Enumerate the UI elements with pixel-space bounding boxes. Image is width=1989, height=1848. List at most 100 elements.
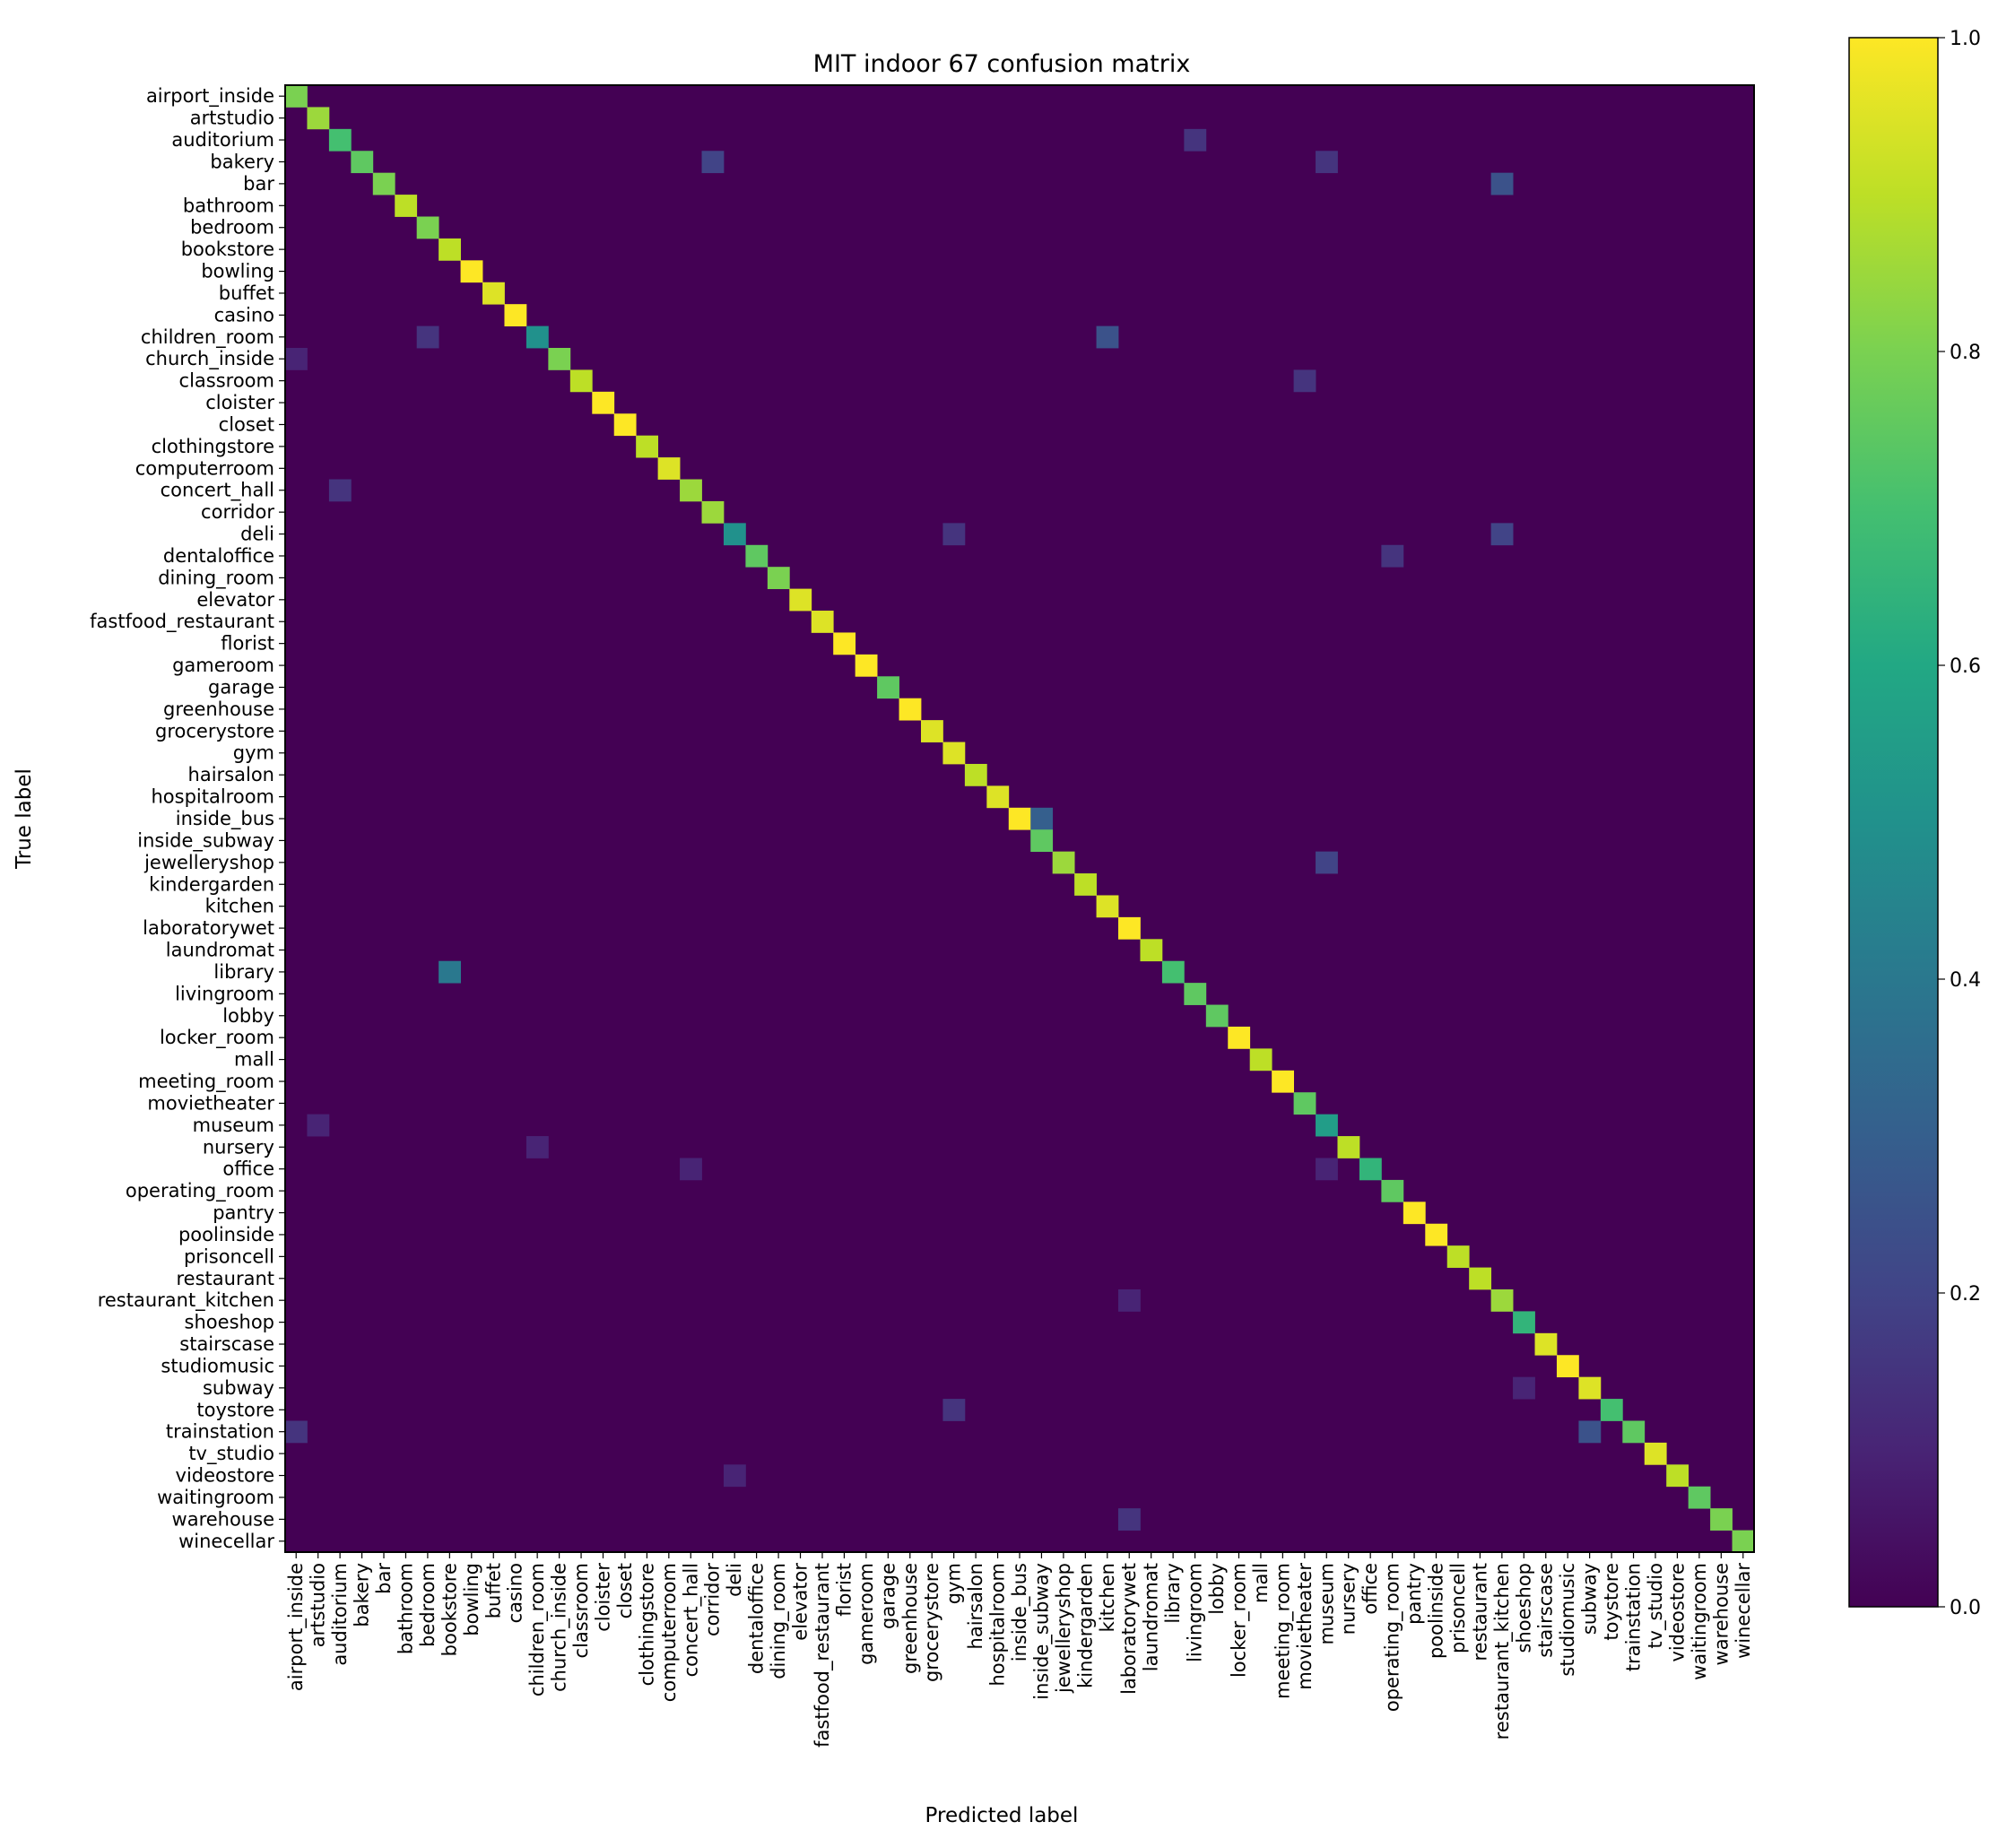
heatmap-cell (636, 435, 659, 458)
heatmap-cell (1184, 983, 1207, 1005)
x-tick-label: inside_bus (1009, 1563, 1031, 1661)
heatmap-cell (328, 128, 352, 152)
y-tick-label: toystore (196, 1399, 274, 1420)
y-tick-label: gym (233, 742, 274, 764)
x-tick-label: lobby (1206, 1563, 1228, 1615)
y-tick-label: movietheater (147, 1092, 274, 1114)
heatmap-cell (1513, 1376, 1535, 1400)
y-tick-label: florist (221, 633, 274, 655)
x-tick-label: artstudio (308, 1563, 329, 1647)
x-tick-label: restaurant_kitchen (1491, 1563, 1514, 1740)
colorbar-ticks: 0.0 0.2 0.4 0.6 0.8 1.0 (1938, 28, 1981, 1619)
x-tick-label: kindergarden (1074, 1563, 1096, 1688)
x-tick-label: garage (877, 1563, 899, 1629)
y-tick-label: artstudio (190, 108, 274, 129)
heatmap-cell (1446, 1245, 1470, 1268)
x-tick-label: casino (505, 1563, 526, 1623)
heatmap-cell (1644, 1442, 1667, 1465)
y-tick-label: lobby (222, 1005, 274, 1027)
heatmap-cell (1359, 1158, 1382, 1181)
x-tick-label: toystore (1601, 1563, 1622, 1641)
y-axis-label: True label (13, 768, 36, 870)
heatmap-cell (855, 654, 878, 677)
x-tick-label: videostore (1666, 1563, 1688, 1661)
x-tick-label: airport_inside (285, 1563, 308, 1691)
y-tick-label: corridor (201, 501, 274, 523)
x-tick-label: bedroom (417, 1563, 439, 1647)
x-tick-label: florist (833, 1563, 855, 1617)
y-tick-label: kindergarden (149, 873, 274, 895)
x-tick-label: classroom (570, 1563, 592, 1658)
y-tick-label: restaurant_kitchen (98, 1289, 274, 1312)
heatmap-cell (1008, 807, 1031, 830)
y-tick-label: hairsalon (188, 764, 274, 785)
heatmap-cell (1666, 1464, 1689, 1488)
y-tick-label: tv_studio (188, 1443, 274, 1465)
heatmap-cell (1578, 1420, 1602, 1444)
heatmap-cell (986, 785, 1010, 809)
heatmap-cell (504, 304, 527, 326)
x-tick-label: nursery (1338, 1563, 1359, 1635)
x-tick-label: children_room (526, 1563, 549, 1696)
x-tick-label: auditorium (329, 1563, 351, 1666)
heatmap-cell (680, 1158, 702, 1181)
heatmap-cell (942, 742, 966, 765)
y-tick-label: laboratorywet (143, 917, 274, 939)
x-tick-label: winecellar (1733, 1563, 1754, 1659)
heatmap-cell (1490, 1288, 1514, 1312)
x-tick-label: restaurant (1469, 1563, 1490, 1661)
x-tick-label: kitchen (1097, 1563, 1118, 1632)
y-tick-label: closet (219, 413, 274, 435)
x-tick-label: tv_studio (1645, 1563, 1667, 1649)
colorbar-tick-label: 0.4 (1950, 969, 1981, 992)
heatmap-cell (613, 413, 637, 437)
x-tick-label: closet (614, 1563, 636, 1618)
x-tick-label: jewelleryshop (1053, 1563, 1074, 1694)
y-tick-label: buffet (219, 282, 274, 304)
x-tick-label: computerroom (658, 1563, 680, 1702)
heatmap-cell (1469, 1267, 1492, 1290)
x-tick-label: corridor (702, 1563, 724, 1636)
x-tick-label: buffet (482, 1563, 504, 1618)
x-tick-label: library (1162, 1563, 1184, 1624)
y-tick-label: concert_hall (161, 480, 274, 502)
y-tick-label: greenhouse (163, 698, 274, 720)
y-tick-label: church_inside (145, 348, 274, 370)
y-tick-label: stairscase (179, 1333, 274, 1355)
heatmap-cell (1490, 523, 1514, 546)
x-tick-label: concert_hall (680, 1563, 702, 1677)
heatmap-cell (525, 1136, 549, 1158)
y-tick-label: meeting_room (138, 1071, 274, 1093)
heatmap-cell (439, 238, 461, 261)
heatmap-cell (680, 479, 702, 502)
y-tick-label: mall (234, 1049, 274, 1071)
y-tick-label: airport_inside (146, 85, 274, 108)
y-tick-label: subway (203, 1377, 274, 1399)
y-tick-label: trainstation (166, 1421, 274, 1443)
heatmap-cell (1293, 369, 1316, 393)
heatmap-cell (833, 632, 856, 655)
y-tick-label: studiomusic (161, 1355, 274, 1376)
heatmap-cell (285, 1420, 308, 1444)
heatmap-cell (285, 348, 308, 370)
x-tick-label: bookstore (439, 1563, 460, 1656)
heatmap-cell (942, 523, 966, 546)
heatmap-cell (1732, 1530, 1755, 1553)
y-tick-label: waitingroom (157, 1487, 274, 1508)
x-tick-label: inside_subway (1030, 1563, 1053, 1700)
y-tick-label: clothingstore (152, 436, 274, 457)
heatmap-cell (942, 1399, 966, 1421)
heatmap-cell (285, 85, 308, 108)
heatmap-cell (701, 151, 725, 174)
heatmap-cell (1316, 1158, 1338, 1181)
x-tick-label: laboratorywet (1118, 1563, 1140, 1695)
x-tick-label: dining_room (768, 1563, 790, 1679)
y-tick-label: livingroom (175, 983, 274, 1004)
heatmap-cell (723, 523, 746, 546)
x-tick-label: clothingstore (636, 1563, 657, 1686)
x-tick-label: operating_room (1382, 1563, 1404, 1712)
heatmap-cell (439, 960, 461, 984)
heatmap-cell (723, 1464, 746, 1488)
y-tick-label: computerroom (135, 457, 274, 479)
y-tick-labels: airport_insideartstudioauditoriumbakeryb… (90, 85, 285, 1552)
